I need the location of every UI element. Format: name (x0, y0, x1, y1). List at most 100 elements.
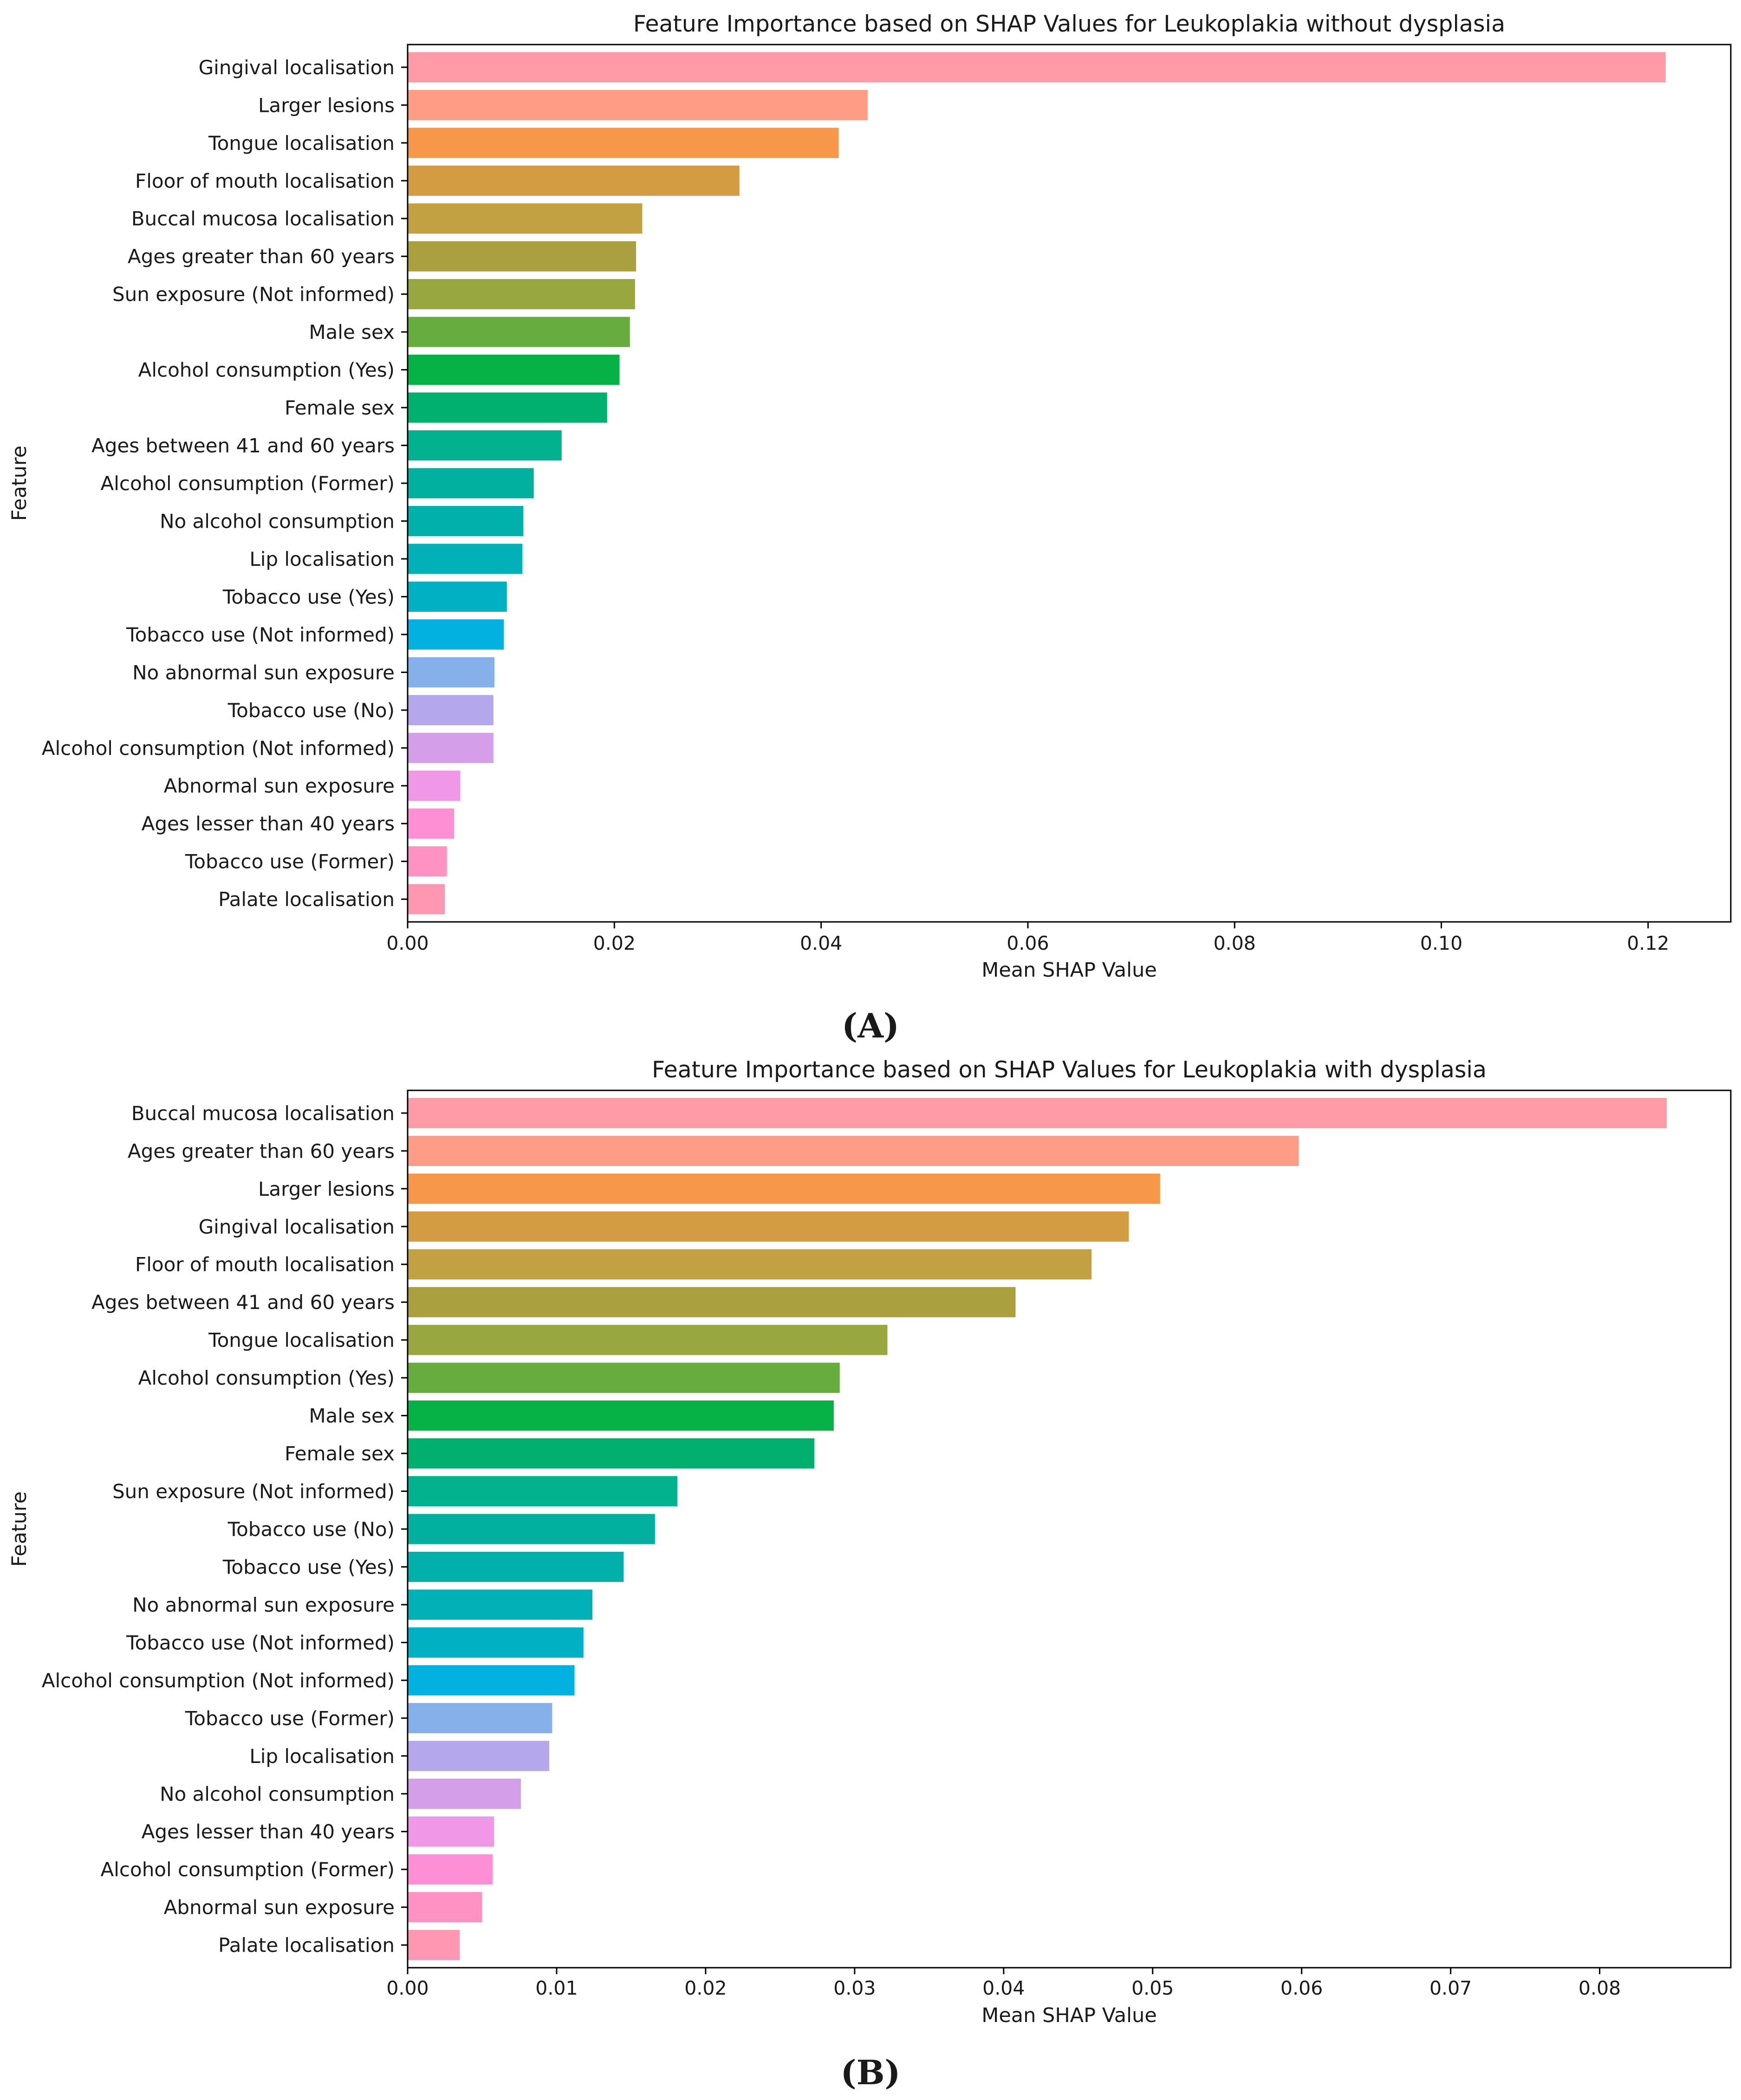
bar-16 (408, 1665, 575, 1696)
bar-14 (408, 544, 523, 574)
chart-panel-a: Feature Importance based on SHAP Values … (8, 11, 1732, 1045)
category-label-2: Ages greater than 60 years (128, 1140, 395, 1162)
bar-9 (408, 355, 620, 385)
category-label-8: Male sex (309, 321, 395, 344)
x-tick-label-2: 0.02 (593, 932, 636, 954)
bar-20 (408, 1816, 494, 1847)
bar-18 (408, 695, 494, 726)
category-label-18: Tobacco use (No) (227, 699, 395, 722)
bar-7 (408, 1325, 888, 1355)
bar-21 (408, 808, 455, 839)
bar-7 (408, 279, 635, 310)
category-label-11: Ages between 41 and 60 years (91, 434, 395, 457)
category-label-19: Alcohol consumption (Not informed) (42, 737, 395, 759)
x-tick-label-6: 0.10 (1420, 932, 1462, 954)
chart-panel-b: Feature Importance based on SHAP Values … (8, 1056, 1732, 2092)
category-label-12: Alcohol consumption (Former) (101, 472, 395, 495)
category-label-19: No alcohol consumption (160, 1782, 395, 1805)
x-tick-label-2: 0.01 (535, 1977, 578, 1999)
bar-23 (408, 884, 445, 914)
category-label-5: Floor of mouth localisation (135, 1253, 395, 1276)
category-label-21: Ages lesser than 40 years (142, 812, 395, 835)
category-label-17: No abnormal sun exposure (132, 661, 395, 684)
category-label-4: Gingival localisation (199, 1215, 395, 1238)
x-tick-label-1: 0.00 (386, 932, 429, 954)
bar-19 (408, 732, 494, 763)
x-tick-label-5: 0.08 (1214, 932, 1256, 954)
x-tick-label-8: 0.07 (1429, 1977, 1472, 1999)
bar-3 (408, 128, 839, 158)
category-label-1: Gingival localisation (199, 56, 395, 79)
category-label-6: Ages greater than 60 years (128, 245, 395, 268)
category-label-5: Buccal mucosa localisation (131, 207, 395, 230)
bar-11 (408, 1476, 677, 1507)
category-label-1: Buccal mucosa localisation (131, 1102, 395, 1125)
category-label-13: No alcohol consumption (160, 510, 395, 532)
panel-label: (A) (842, 1006, 899, 1045)
bar-6 (408, 1287, 1016, 1317)
bar-11 (408, 430, 562, 461)
bar-15 (408, 581, 507, 612)
chart-title: Feature Importance based on SHAP Values … (633, 11, 1505, 37)
category-label-3: Larger lesions (258, 1178, 395, 1200)
category-label-16: Tobacco use (Not informed) (126, 623, 395, 646)
bar-14 (408, 1589, 592, 1620)
x-tick-label-4: 0.03 (833, 1977, 876, 1999)
bar-1 (408, 52, 1666, 83)
bar-22 (408, 1892, 482, 1923)
x-axis-label: Mean SHAP Value (981, 2004, 1157, 2027)
bar-12 (408, 1514, 655, 1544)
bar-2 (408, 1135, 1299, 1166)
x-tick-label-6: 0.05 (1131, 1977, 1174, 1999)
bar-19 (408, 1778, 521, 1809)
category-label-15: Tobacco use (Not informed) (126, 1631, 395, 1654)
bar-9 (408, 1400, 834, 1431)
bar-2 (408, 90, 868, 120)
category-label-20: Abnormal sun exposure (164, 775, 395, 797)
category-label-23: Palate localisation (218, 1934, 395, 1957)
category-label-22: Abnormal sun exposure (164, 1896, 395, 1919)
bar-18 (408, 1741, 549, 1771)
chart-title: Feature Importance based on SHAP Values … (652, 1056, 1487, 1083)
category-label-20: Ages lesser than 40 years (142, 1821, 395, 1843)
category-label-6: Ages between 41 and 60 years (91, 1291, 395, 1314)
category-label-13: Tobacco use (Yes) (222, 1556, 395, 1578)
bar-13 (408, 506, 524, 537)
y-axis-label: Feature (8, 1491, 31, 1567)
bar-5 (408, 1249, 1092, 1280)
bar-20 (408, 771, 461, 801)
category-label-21: Alcohol consumption (Former) (101, 1858, 395, 1881)
x-tick-label-3: 0.04 (800, 932, 842, 954)
x-tick-label-1: 0.00 (386, 1977, 429, 1999)
category-label-12: Tobacco use (No) (227, 1518, 395, 1541)
bar-3 (408, 1173, 1160, 1204)
category-label-11: Sun exposure (Not informed) (112, 1480, 395, 1503)
bar-13 (408, 1551, 624, 1582)
bar-10 (408, 1438, 815, 1469)
category-label-2: Larger lesions (258, 94, 395, 117)
category-label-7: Tongue localisation (208, 1329, 395, 1352)
category-label-9: Alcohol consumption (Yes) (138, 359, 395, 382)
category-label-7: Sun exposure (Not informed) (112, 283, 395, 306)
x-tick-label-9: 0.08 (1579, 1977, 1621, 1999)
category-label-14: Lip localisation (249, 548, 395, 570)
category-label-9: Male sex (309, 1405, 395, 1427)
bar-6 (408, 241, 637, 272)
category-label-15: Tobacco use (Yes) (222, 585, 395, 608)
category-label-8: Alcohol consumption (Yes) (138, 1367, 395, 1389)
bar-12 (408, 468, 534, 499)
bar-10 (408, 392, 607, 423)
bar-21 (408, 1854, 493, 1885)
category-label-18: Lip localisation (249, 1745, 395, 1768)
x-tick-label-7: 0.06 (1280, 1977, 1323, 1999)
bar-8 (408, 1362, 840, 1393)
x-tick-label-5: 0.04 (982, 1977, 1025, 1999)
bar-16 (408, 619, 504, 650)
bar-23 (408, 1930, 460, 1960)
bar-17 (408, 1703, 552, 1733)
category-label-10: Female sex (285, 396, 395, 419)
category-label-23: Palate localisation (218, 888, 395, 911)
x-tick-label-4: 0.06 (1007, 932, 1049, 954)
x-tick-label-3: 0.02 (684, 1977, 727, 1999)
